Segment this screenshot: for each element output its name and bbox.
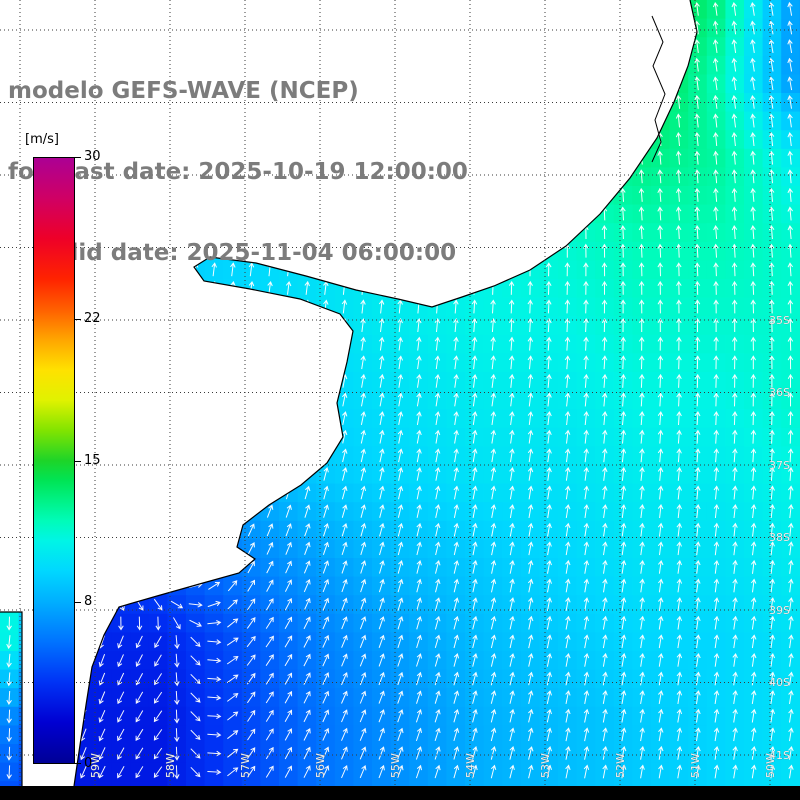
- colorbar-tick-mark: [75, 763, 81, 764]
- lon-label: 52W: [614, 753, 627, 778]
- lagoon-outline: [651, 15, 666, 163]
- lon-label: 50W: [764, 753, 777, 778]
- lon-label: 56W: [314, 753, 327, 778]
- lon-label: 57W: [239, 753, 252, 778]
- coastline: [73, 0, 698, 787]
- lat-label: 37S: [769, 459, 790, 472]
- colorbar: [m/s] 30 22 15 8 0: [25, 132, 101, 771]
- lon-label: 54W: [464, 753, 477, 778]
- colorbar-tick-mark: [75, 602, 81, 604]
- axis-labels: 35S 36S 37S 38S 39S 40S 41S 59W 58W 57W 56W 55W 54W 5…: [89, 314, 790, 778]
- lon-label: 53W: [539, 753, 552, 778]
- colorbar-tick-label: 0: [84, 756, 93, 771]
- colorbar-tick-label: 15: [84, 452, 101, 468]
- lon-label: 58W: [164, 753, 177, 778]
- model-name: modelo GEFS-WAVE (NCEP): [8, 78, 359, 104]
- lat-label: 40S: [769, 676, 790, 689]
- lat-label: 39S: [769, 604, 790, 617]
- lon-label: 51W: [689, 753, 702, 778]
- colorbar-tick-mark: [75, 318, 81, 320]
- colorbar-tick-label: 8: [84, 594, 93, 610]
- colorbar-tick-label: 22: [84, 310, 101, 326]
- title-block: modelo GEFS-WAVE (NCEP) forecast date: 2…: [8, 24, 468, 321]
- colorbar-gradient: [33, 157, 75, 764]
- lon-label: 55W: [389, 753, 402, 778]
- colorbar-tick-label: 30: [84, 149, 101, 164]
- colorbar-unit-label: [m/s]: [25, 132, 59, 147]
- bottom-frame-bar: [0, 786, 800, 800]
- lat-label: 41S: [769, 749, 790, 762]
- lat-label: 35S: [769, 314, 790, 327]
- colorbar-ticks: 30 22 15 8 0: [75, 149, 121, 771]
- colorbar-tick-mark: [75, 157, 81, 158]
- lon-label: 59W: [89, 753, 102, 778]
- colorbar-tick-mark: [75, 460, 81, 462]
- forecast-date: forecast date: 2025-10-19 12:00:00: [8, 159, 468, 185]
- lat-label: 38S: [769, 531, 790, 544]
- land-coastline: [0, 0, 698, 787]
- lat-label: 36S: [769, 386, 790, 399]
